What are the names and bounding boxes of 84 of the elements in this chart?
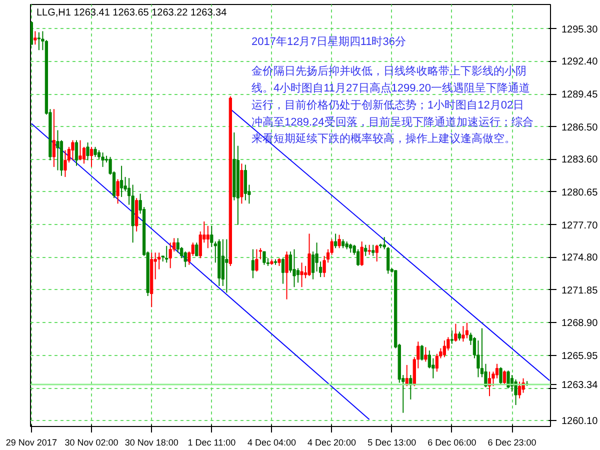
y-tick-label: 1271.85 [562,285,598,296]
candlestick [285,250,288,300]
candlestick [225,238,228,294]
y-tick-label: 1280.65 [562,187,598,198]
candlestick [251,248,255,279]
x-tick-label: 30 Nov 02:00 [64,438,118,448]
candlestick [262,250,266,266]
candlestick [52,108,56,168]
annotation: 运行，目前价格仍处于创新低态势；1小时图自12月02日 [252,98,524,112]
x-tick-label: 4 Dec 20:00 [308,438,356,448]
candlestick [495,363,499,379]
y-tick-label: 1274.80 [562,252,598,264]
candlestick [375,244,378,262]
candlestick [506,370,510,389]
candlestick [101,152,104,168]
candlestick [255,248,258,272]
candlestick [184,250,187,268]
candlestick [281,258,285,284]
candlestick [165,245,168,264]
candlestick [82,146,86,164]
candlestick [364,244,368,256]
x-tick-label: 1 Dec 11:00 [188,438,236,448]
candlestick [56,130,60,171]
candlestick [292,248,296,288]
y-tick-label: 1292.40 [562,56,598,68]
candlestick [356,248,360,266]
candlestick [120,165,124,198]
x-tick-label: 29 Nov 2017 [6,438,57,448]
candlestick [334,233,338,249]
candlestick [368,244,371,256]
candlestick [514,378,518,406]
candlestick [311,250,315,280]
y-tick-label: 1260.10 [562,416,598,428]
candlestick [372,244,375,256]
candlestick [308,233,311,276]
candlestick [71,140,74,161]
x-tick-label: 30 Nov 18:00 [124,438,178,448]
candlestick [442,340,446,358]
candlestick [168,242,172,269]
candlestick [64,150,67,178]
candlestick [86,142,90,161]
x-tick-label: 4 Dec 04:00 [247,438,296,448]
annotation: 金价隔日先扬后抑并收低，日线终收略带上下影线的小阴 [252,64,526,78]
y-tick-label: 1295.30 [562,24,598,36]
candlestick [465,322,469,339]
candlestick [462,326,465,342]
x-tick-label: 6 Dec 06:00 [428,438,476,448]
candlestick [288,250,292,274]
candlestick [450,330,454,344]
candlestick [296,268,300,284]
chart-title: LLG,H1 1263.41 1263.65 1263.22 1263.34 [36,8,228,18]
x-tick-label: 6 Dec 23:00 [488,438,536,448]
candlestick [420,344,424,362]
candlestick [499,366,502,386]
candlestick [116,178,120,204]
candlestick [502,370,506,386]
candlestick [206,225,210,249]
candlestick [244,164,248,201]
candlestick [338,234,341,249]
candlestick [454,323,458,342]
y-tick-label: 1289.45 [562,90,598,101]
y-tick-label: 1265.95 [562,351,598,362]
y-tick-label: 1268.90 [562,318,598,330]
y-tick-label: 1283.60 [562,154,598,166]
candlestick [300,262,304,288]
candlestick [195,242,198,256]
annotation: 冲高至1289.24受回落，目前呈现下降通道加速运行；综合 [252,115,534,128]
candlestick [360,240,364,266]
candlestick [424,346,428,362]
candlestick [90,146,94,168]
y-tick-label: 1286.50 [562,122,598,134]
candlestick [30,20,34,46]
candlestick [518,381,522,399]
x-tick-label: 5 Dec 13:00 [368,438,416,448]
candlestick [34,30,37,46]
annotation: 线。4小时图自11月27日高点1299.20一线遇阻呈下降通道 [252,82,530,95]
y-tick-label: 1277.70 [562,220,598,232]
candlestick [78,140,82,161]
candlestick [37,32,41,51]
candlestick [409,374,412,400]
ref-line-label: 1263.34 [562,380,598,392]
candlestick [74,140,78,166]
candlestick [94,146,97,158]
annotation: 2017年12月7日星期四11时36分 [252,35,406,48]
